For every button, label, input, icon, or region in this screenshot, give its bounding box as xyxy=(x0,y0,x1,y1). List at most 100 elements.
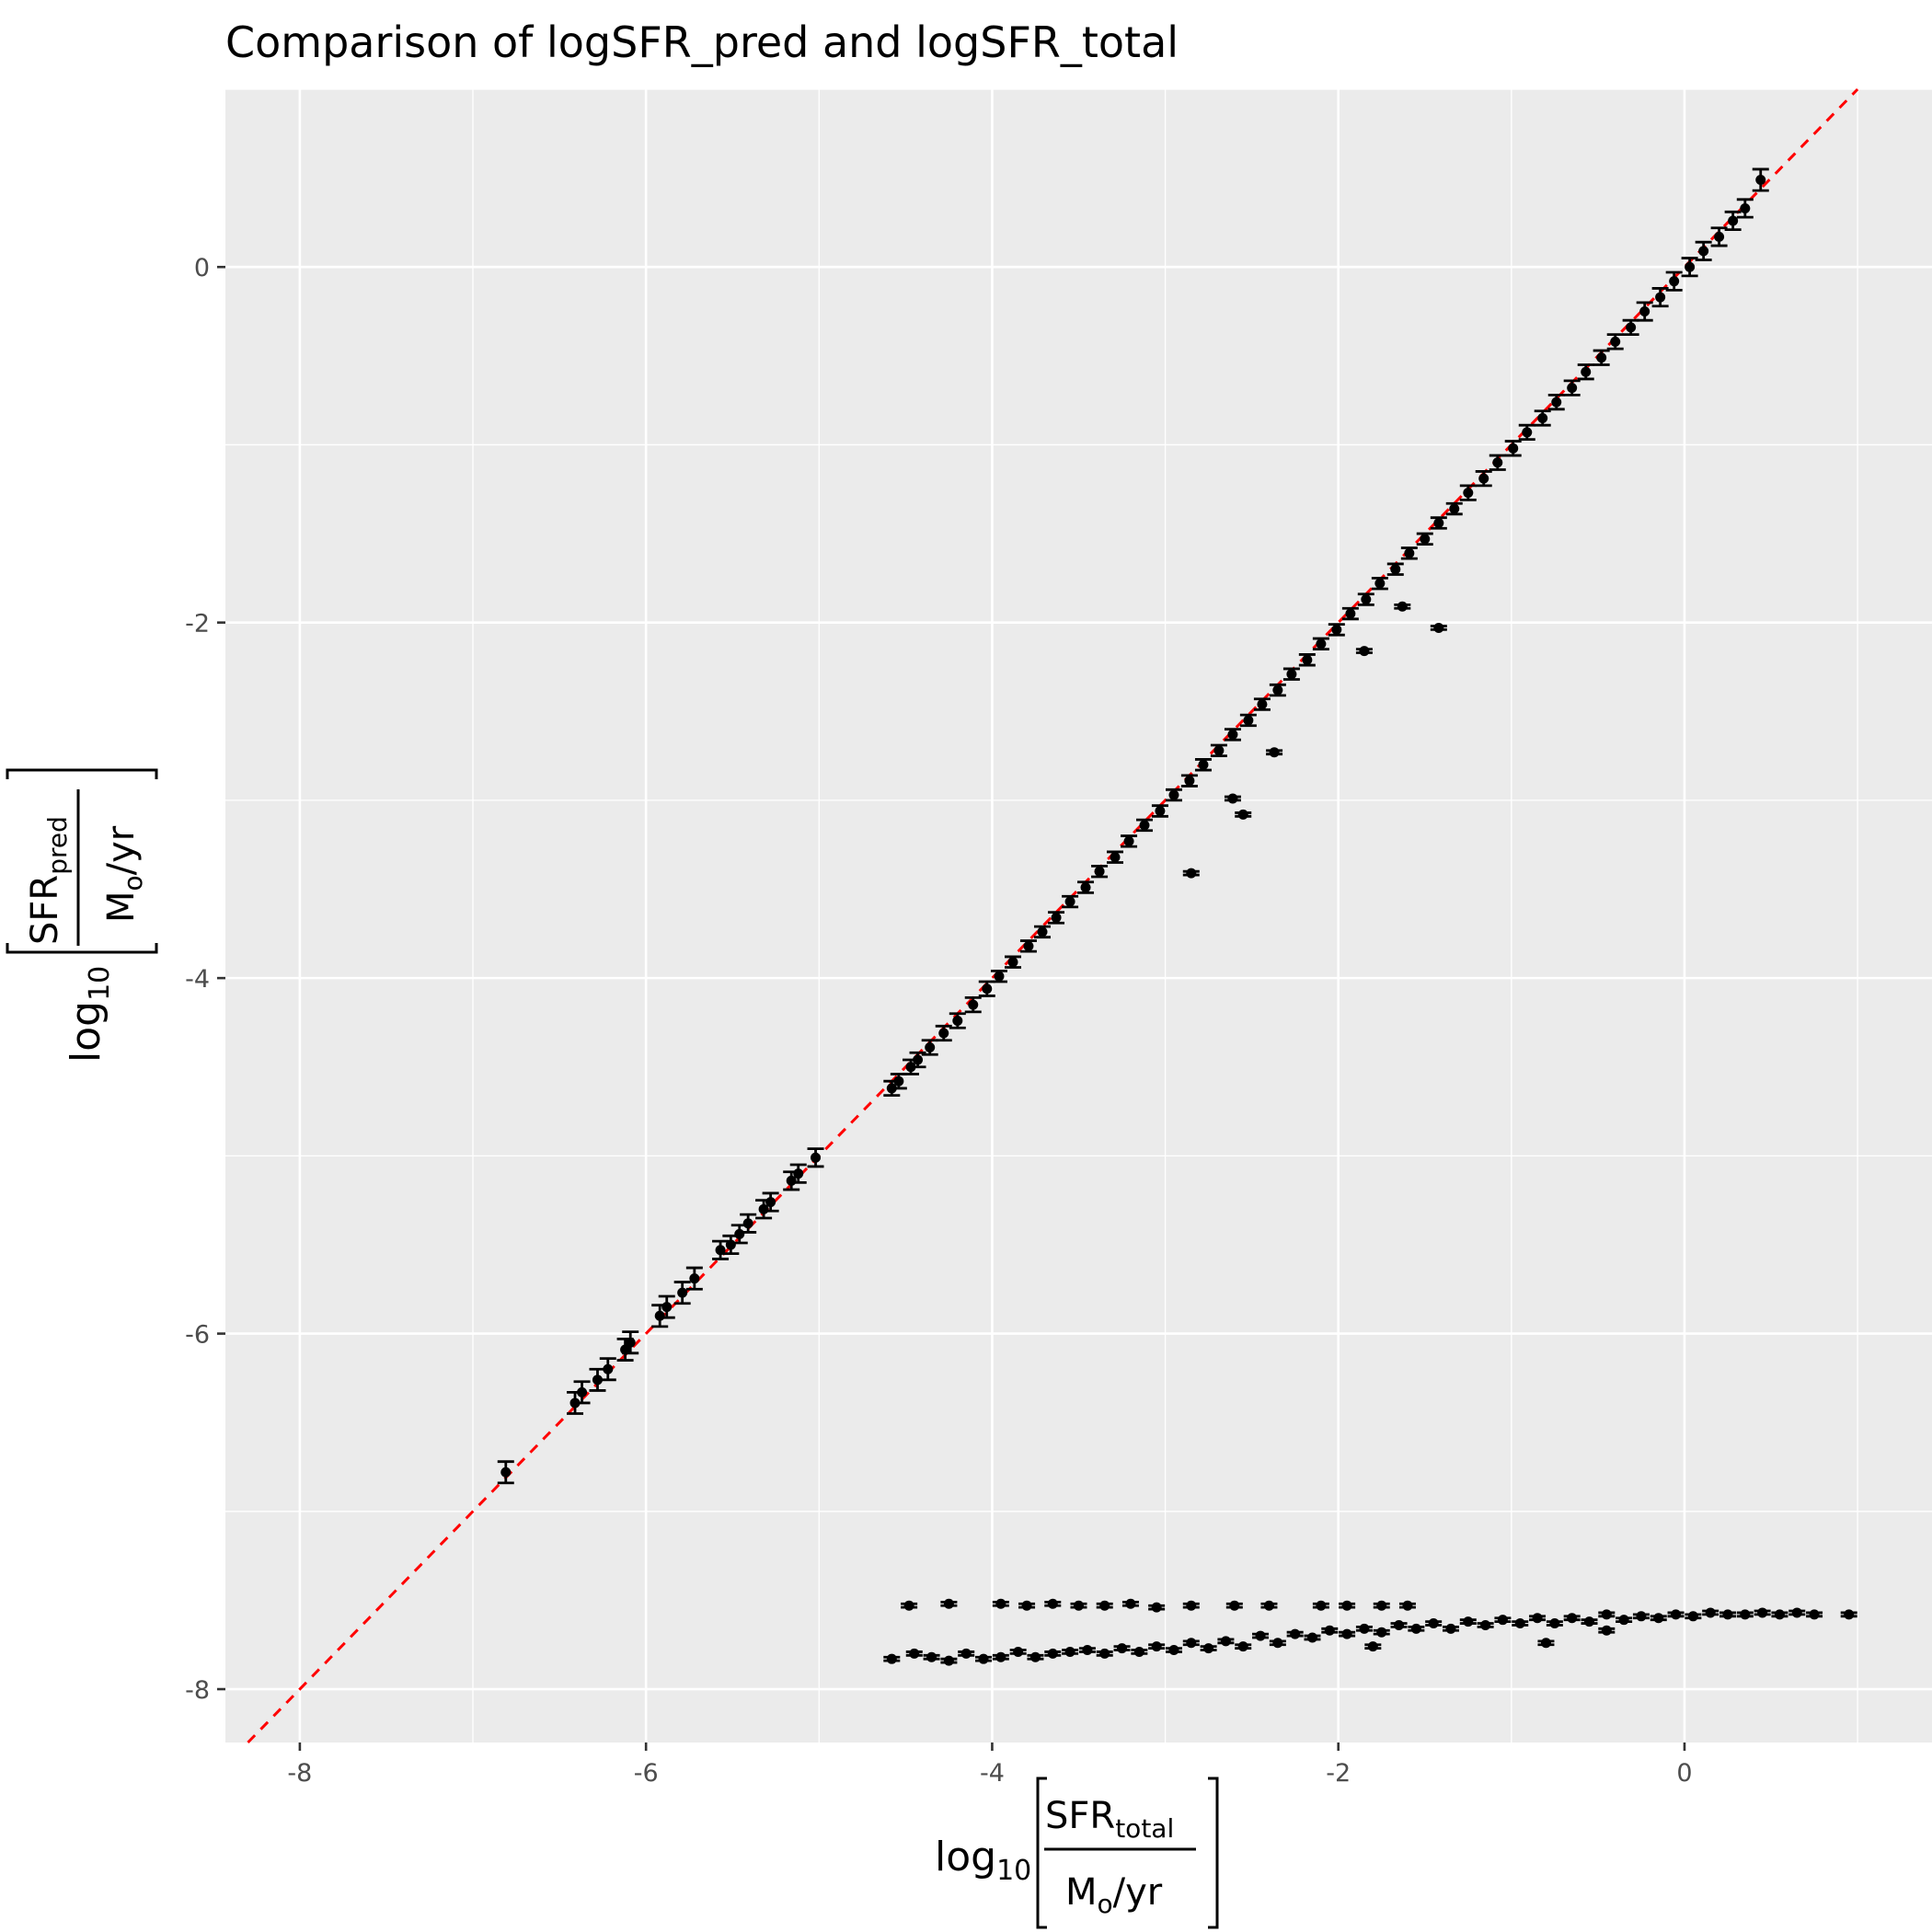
data-point xyxy=(1269,747,1280,758)
data-point xyxy=(1029,1651,1041,1662)
data-point xyxy=(1272,684,1283,696)
data-point xyxy=(1433,517,1444,528)
x-label-numerator-sub: total xyxy=(1115,1813,1174,1844)
data-point xyxy=(1532,1613,1543,1624)
data-point xyxy=(765,1197,776,1208)
data-point xyxy=(1626,322,1637,333)
data-point xyxy=(1537,412,1548,423)
y-label-left-bracket xyxy=(6,943,158,954)
x-label-denominator: M xyxy=(1065,1871,1098,1914)
data-point xyxy=(1272,1638,1283,1649)
data-point xyxy=(1463,488,1474,499)
y-label-numerator-sub: pred xyxy=(42,816,73,875)
y-axis-label: log10 SFRpred Mo/yr xyxy=(6,768,158,1063)
data-point xyxy=(1080,882,1091,893)
data-point xyxy=(1051,912,1062,923)
x-label-right-bracket xyxy=(1208,1777,1219,1929)
data-point xyxy=(1021,1600,1032,1611)
data-point xyxy=(994,971,1005,982)
data-point xyxy=(938,1028,949,1039)
data-point xyxy=(592,1374,603,1386)
data-point xyxy=(1809,1609,1820,1620)
data-point xyxy=(1404,547,1415,558)
data-point xyxy=(1596,352,1607,363)
data-point xyxy=(968,999,979,1010)
data-point xyxy=(943,1598,954,1609)
data-point xyxy=(925,1041,936,1052)
data-point xyxy=(1316,1600,1327,1611)
data-point xyxy=(577,1386,588,1397)
data-point xyxy=(1037,926,1048,937)
data-point xyxy=(1669,276,1680,287)
data-point xyxy=(1639,306,1650,317)
data-point xyxy=(1229,1600,1240,1611)
data-point xyxy=(1722,1609,1733,1620)
svg-text:Mo/yr: Mo/yr xyxy=(1065,1871,1163,1919)
data-point xyxy=(1151,1602,1162,1613)
data-point xyxy=(689,1273,700,1284)
data-point xyxy=(1397,601,1408,612)
y-tick-label: -4 xyxy=(185,965,210,994)
y-label-denominator-sub: o xyxy=(118,875,148,891)
x-label-prefix-sub: 10 xyxy=(996,1855,1031,1887)
x-tick-label: -6 xyxy=(634,1759,659,1788)
svg-text:SFRtotal: SFRtotal xyxy=(1045,1795,1174,1844)
data-point xyxy=(1263,1600,1274,1611)
data-point xyxy=(1755,175,1766,186)
data-point xyxy=(1186,1638,1197,1649)
data-point xyxy=(677,1287,688,1298)
x-label-denominator-suffix: /yr xyxy=(1113,1871,1163,1914)
y-label-prefix-sub: 10 xyxy=(84,966,116,1001)
data-point xyxy=(1184,776,1195,787)
data-point xyxy=(1123,835,1134,846)
data-point xyxy=(1390,564,1401,575)
data-point xyxy=(995,1598,1006,1609)
data-point xyxy=(1402,1600,1413,1611)
data-point xyxy=(978,1653,989,1664)
data-point xyxy=(1064,1646,1075,1657)
data-point xyxy=(1433,622,1444,633)
data-point xyxy=(1198,759,1209,770)
data-point xyxy=(1740,202,1751,213)
data-point xyxy=(913,1054,924,1065)
data-point xyxy=(909,1648,920,1659)
data-point xyxy=(1601,1609,1612,1620)
data-point xyxy=(1636,1611,1647,1622)
data-point xyxy=(1685,261,1696,272)
data-point xyxy=(1728,215,1739,226)
data-point xyxy=(886,1653,897,1664)
data-point xyxy=(1671,1609,1682,1620)
data-point xyxy=(811,1152,822,1163)
x-label-denominator-sub: o xyxy=(1098,1889,1113,1919)
data-point xyxy=(1394,1619,1405,1630)
data-point xyxy=(1359,646,1370,657)
data-point xyxy=(1013,1646,1024,1657)
data-point xyxy=(1740,1609,1751,1620)
data-point xyxy=(960,1648,972,1659)
y-tick-label: 0 xyxy=(194,254,210,282)
y-label-numerator: SFR xyxy=(24,875,66,945)
x-axis-label: log10 SFRtotal Mo/yr xyxy=(935,1777,1219,1929)
data-points xyxy=(497,167,1857,1666)
data-point xyxy=(1610,336,1621,347)
x-tick-label: -8 xyxy=(287,1759,312,1788)
data-point xyxy=(1237,1641,1248,1652)
data-point xyxy=(625,1337,636,1348)
data-point xyxy=(1522,427,1533,438)
data-point xyxy=(1255,1630,1266,1641)
svg-text:SFRpred: SFRpred xyxy=(24,816,73,945)
data-point xyxy=(1655,292,1666,303)
data-point xyxy=(500,1466,512,1478)
data-point xyxy=(1341,1628,1352,1639)
y-label-prefix: log xyxy=(63,1001,109,1063)
data-point xyxy=(1094,866,1105,877)
plot-panel xyxy=(225,89,1932,1742)
data-point xyxy=(1007,957,1018,968)
data-point xyxy=(1687,1611,1698,1622)
data-point xyxy=(1306,1632,1317,1643)
data-point xyxy=(1359,1623,1370,1634)
data-point xyxy=(1514,1618,1525,1629)
data-point xyxy=(982,983,993,995)
data-point xyxy=(1376,1600,1387,1611)
data-point xyxy=(1125,1598,1136,1609)
